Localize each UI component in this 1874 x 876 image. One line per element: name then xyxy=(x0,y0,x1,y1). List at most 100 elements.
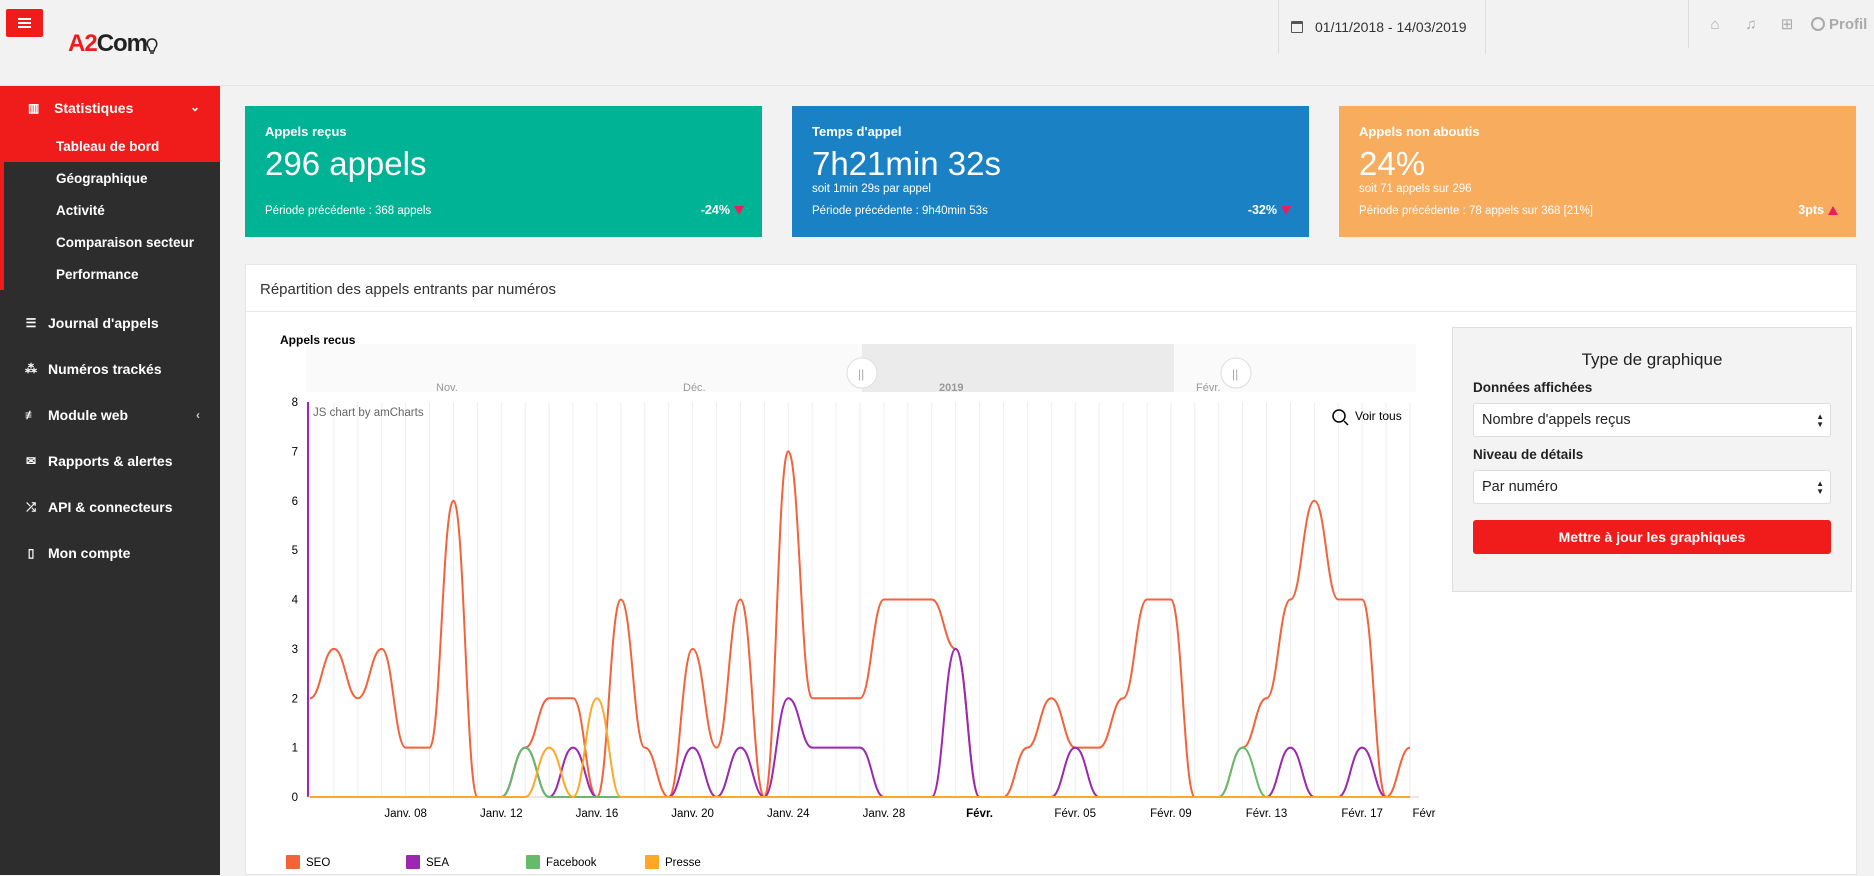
zoom-out-icon xyxy=(1332,409,1346,423)
hamburger-icon xyxy=(18,22,31,24)
y-tick-label: 0 xyxy=(292,792,298,804)
sidebar-subitem-tableau-de-bord[interactable]: Tableau de bord xyxy=(4,130,220,162)
sidebar-subitem-activite[interactable]: Activité xyxy=(56,202,105,218)
legend-swatch xyxy=(406,855,420,869)
sidebar-item-rapports-alertes[interactable]: ✉ Rapports & alertes xyxy=(0,438,220,484)
navigator-left-handle xyxy=(846,357,878,389)
kpi-card-temps-appel: Temps d'appel 7h21min 32s soit 1min 29s … xyxy=(792,106,1309,237)
x-tick-label: Févr. 05 xyxy=(1054,808,1096,820)
card-subtext: soit 71 appels sur 296 xyxy=(1359,183,1472,195)
sidebar-subitem-geographique[interactable]: Géographique xyxy=(56,170,148,186)
calendar-icon xyxy=(1291,21,1303,33)
legend-swatch xyxy=(286,855,300,869)
update-charts-button[interactable]: Mettre à jour les graphiques xyxy=(1473,520,1831,554)
logo-com: Com xyxy=(96,30,148,57)
navigator-selection xyxy=(862,344,1174,392)
date-range-picker[interactable]: 01/11/2018 - 14/03/2019 xyxy=(1278,0,1486,54)
bell-icon[interactable]: ♫ xyxy=(1745,15,1757,33)
sidebar-item-statistiques[interactable]: ▥ Statistiques ⌄ xyxy=(0,86,220,130)
envelope-icon: ✉ xyxy=(25,454,37,468)
x-tick-label: Févr xyxy=(1413,808,1436,820)
logo[interactable]: A2Com xyxy=(68,22,159,66)
line-chart[interactable]: Nov. Déc. 2019 Févr. || || 0 1 2 3 4 5 6 7 8 JS chart b… xyxy=(246,312,1446,876)
x-tick-label: Janv. 20 xyxy=(671,808,714,820)
profile-menu[interactable]: Profil xyxy=(1811,16,1867,33)
kpi-card-appels-recus: Appels reçus 296 appels Période précéden… xyxy=(245,106,762,237)
navigator-right-handle xyxy=(1220,357,1252,389)
sidebar-item-module-web[interactable]: ≢ Module web ‹ xyxy=(0,392,220,438)
sidebar: ▥ Statistiques ⌄ Tableau de bord Géograp… xyxy=(0,86,220,875)
sidebar-item-label: Journal d'appels xyxy=(48,315,159,331)
shuffle-icon: ⤮ xyxy=(26,499,36,514)
data-select[interactable]: Nombre d'appels reçus ▲ ▼ xyxy=(1473,403,1831,437)
logo-a2: A2 xyxy=(68,30,98,57)
y-tick-label: 7 xyxy=(292,446,298,458)
series-line-presse xyxy=(310,697,1410,799)
y-tick-label: 3 xyxy=(292,644,298,656)
sidebar-item-label: Statistiques xyxy=(54,100,134,116)
kpi-card-appels-non-aboutis: Appels non aboutis 24% soit 71 appels su… xyxy=(1339,106,1856,237)
y-tick-label: 2 xyxy=(292,693,298,705)
navigator-label: Déc. xyxy=(683,382,706,394)
date-range-value: 01/11/2018 - 14/03/2019 xyxy=(1315,19,1467,35)
user-icon xyxy=(1811,17,1825,31)
bar-chart-icon: ▥ xyxy=(28,101,40,115)
building-icon: ▯ xyxy=(27,546,35,560)
chart-panel: Répartition des appels entrants par numé… xyxy=(245,264,1857,875)
grip-icon: || xyxy=(1232,367,1238,381)
x-tick-label: Févr. xyxy=(966,808,993,820)
chevron-left-icon: ‹ xyxy=(196,408,200,422)
select-arrows-icon: ▲ ▼ xyxy=(1816,479,1824,496)
x-tick-label: Janv. 16 xyxy=(576,808,619,820)
x-tick-label: Févr. 17 xyxy=(1341,808,1383,820)
sidebar-item-api-connecteurs[interactable]: ⤮ API & connecteurs xyxy=(0,484,220,530)
y-tick-label: 6 xyxy=(292,496,298,508)
detail-select[interactable]: Par numéro ▲ ▼ xyxy=(1473,470,1831,504)
lightbulb-icon xyxy=(146,38,158,54)
top-bar: A2Com 01/11/2018 - 14/03/2019 ⌂ ♫ ⊞ Prof… xyxy=(0,0,1874,86)
legend-swatch xyxy=(526,855,540,869)
legend-label: SEO xyxy=(306,857,330,869)
sidebar-item-label: Numéros trackés xyxy=(48,361,162,377)
y-tick-label: 1 xyxy=(292,743,298,755)
arrow-up-icon xyxy=(1828,205,1838,215)
sidebar-subitem-comparaison-secteur[interactable]: Comparaison secteur xyxy=(56,234,195,250)
detail-select-value: Par numéro xyxy=(1482,479,1558,495)
x-tick-label: Févr. 09 xyxy=(1150,808,1192,820)
y-tick-label: 8 xyxy=(292,397,298,409)
plus-square-icon[interactable]: ⊞ xyxy=(1780,16,1794,33)
sidebar-item-numeros-tracks[interactable]: ⁂ Numéros trackés xyxy=(0,346,220,392)
card-delta: -24% xyxy=(701,203,744,217)
data-label: Données affichées xyxy=(1473,380,1593,395)
sidebar-item-journal-appels[interactable]: ☰ Journal d'appels xyxy=(0,300,220,346)
sidebar-item-label: Rapports & alertes xyxy=(48,453,173,469)
card-value: 296 appels xyxy=(265,145,427,182)
delta-value: -24% xyxy=(700,203,730,217)
chart-title: Appels reçus xyxy=(280,333,356,347)
card-previous: Période précédente : 78 appels sur 368 [… xyxy=(1359,205,1593,217)
sidebar-subitem-performance[interactable]: Performance xyxy=(56,266,139,282)
menu-toggle-button[interactable] xyxy=(6,9,43,37)
settings-title: Type de graphique xyxy=(1581,350,1723,369)
arrow-down-icon xyxy=(1281,205,1291,215)
amcharts-credit: JS chart by amCharts xyxy=(313,407,424,419)
card-title: Temps d'appel xyxy=(812,124,902,139)
sidebar-item-mon-compte[interactable]: ▯ Mon compte xyxy=(0,530,220,576)
sliders-icon: ≢ xyxy=(25,408,37,422)
legend-label: Presse xyxy=(665,857,701,869)
sidebar-item-label: Module web xyxy=(48,407,129,423)
legend-label: Facebook xyxy=(546,857,597,869)
panel-title: Répartition des appels entrants par numé… xyxy=(246,265,1856,312)
x-tick-label: Janv. 08 xyxy=(384,808,427,820)
home-icon[interactable]: ⌂ xyxy=(1710,15,1720,33)
card-subtext: soit 1min 29s par appel xyxy=(812,183,931,195)
list-icon: ☰ xyxy=(25,316,37,330)
y-tick-label: 5 xyxy=(292,545,298,557)
navigator-label: Févr. xyxy=(1196,382,1220,394)
sidebar-submenu: Tableau de bord Géographique Activité Co… xyxy=(0,130,220,290)
grip-icon: || xyxy=(858,367,864,381)
card-previous: Période précédente : 9h40min 53s xyxy=(812,205,988,217)
sidebar-item-label: Mon compte xyxy=(48,545,131,561)
card-title: Appels reçus xyxy=(265,124,347,139)
zoom-out-icon-handle xyxy=(1343,420,1349,426)
